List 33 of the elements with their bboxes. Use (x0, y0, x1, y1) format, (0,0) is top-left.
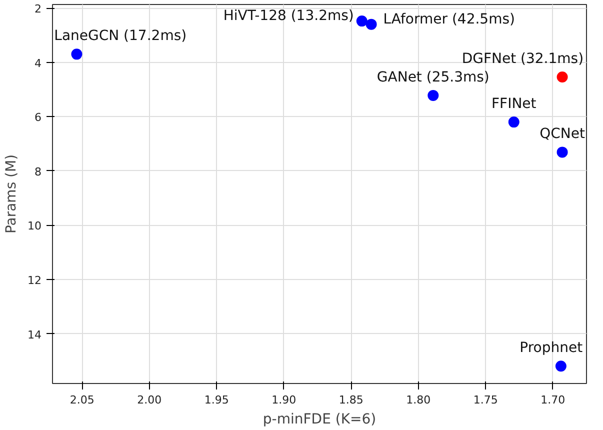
y-tick-label: 6 (34, 111, 42, 124)
annotation: LaneGCN (17.2ms) (54, 28, 187, 44)
y-tick-label: 14 (28, 328, 42, 342)
point (508, 116, 520, 128)
x-tick-label: 1.80 (406, 394, 431, 406)
annotation: GANet (25.3ms) (376, 69, 490, 86)
y-tick-label: 10 (28, 220, 42, 233)
y-axis-title: Params (M) (4, 154, 20, 234)
x-tick-label: 1.85 (338, 394, 364, 406)
annotation: LAformer (42.5ms) (383, 11, 515, 28)
x-tick-label: 1.90 (272, 394, 296, 406)
annotation: FFINet (491, 96, 537, 112)
x-axis-title: p-minFDE (K=6) (262, 412, 376, 428)
y-tick-label: 12 (28, 274, 42, 288)
point (366, 18, 377, 30)
point (71, 48, 82, 60)
y-tick-label: 2 (34, 2, 42, 16)
point (555, 360, 566, 372)
annotation: QCNet (540, 126, 586, 142)
point (556, 72, 568, 82)
x-tick-label: 1.75 (473, 394, 498, 406)
x-tick-label: 1.95 (204, 394, 229, 406)
x-tick-label: 1.70 (540, 394, 566, 406)
x-tick-label: 2.00 (137, 394, 162, 406)
annotation: HiVT-128 (13.2ms) (223, 8, 354, 24)
x-tick-label: 2.05 (70, 394, 94, 406)
annotation: Prophnet (520, 340, 584, 356)
y-tick-label: 4 (34, 56, 42, 70)
annotation: DGFNet (32.1ms) (462, 50, 584, 67)
y-tick-label: 8 (34, 165, 42, 178)
point (556, 146, 568, 158)
point (428, 90, 439, 101)
point (356, 16, 368, 27)
